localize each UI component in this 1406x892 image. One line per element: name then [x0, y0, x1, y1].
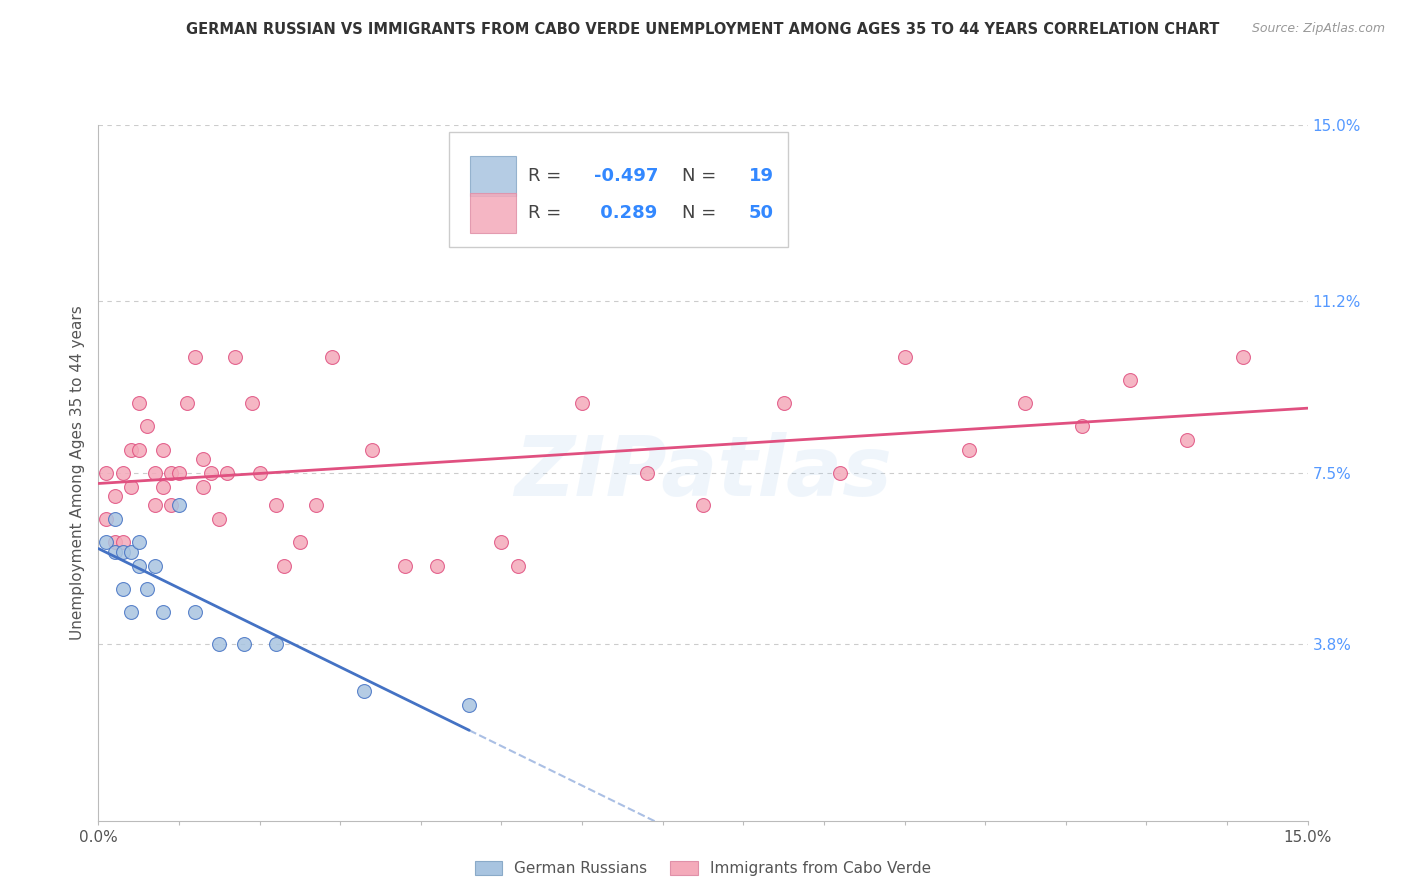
Point [176, 396, 198, 410]
Point [957, 442, 980, 457]
Point [103, 544, 125, 558]
Point [184, 605, 207, 619]
Point [111, 535, 134, 549]
Point [167, 466, 190, 480]
Point [571, 396, 593, 410]
Text: N =: N = [682, 168, 723, 186]
Point [506, 558, 529, 573]
Point [120, 544, 142, 558]
Point [636, 466, 658, 480]
Point [160, 466, 183, 480]
Point [1119, 373, 1142, 387]
Text: 0.289: 0.289 [595, 204, 658, 222]
Point [160, 498, 183, 512]
Point [128, 396, 150, 410]
Point [232, 637, 254, 651]
Point [264, 637, 287, 651]
Legend: German Russians, Immigrants from Cabo Verde: German Russians, Immigrants from Cabo Ve… [468, 855, 938, 882]
Point [143, 498, 166, 512]
Point [128, 558, 150, 573]
Point [208, 512, 231, 526]
Point [249, 466, 271, 480]
Point [120, 442, 142, 457]
Point [143, 558, 166, 573]
Point [120, 605, 142, 619]
Point [128, 442, 150, 457]
Point [208, 637, 231, 651]
Point [361, 442, 384, 457]
Point [321, 350, 343, 364]
Point [1175, 434, 1198, 448]
Point [828, 466, 851, 480]
Text: N =: N = [682, 204, 723, 222]
Point [353, 683, 375, 698]
Text: -0.497: -0.497 [595, 168, 658, 186]
Point [491, 535, 513, 549]
Point [152, 480, 174, 494]
FancyBboxPatch shape [470, 156, 516, 196]
Point [692, 498, 714, 512]
Point [426, 558, 449, 573]
Text: 50: 50 [749, 204, 773, 222]
Point [111, 582, 134, 596]
Point [458, 698, 481, 712]
Point [103, 489, 125, 503]
Point [193, 451, 215, 466]
Point [305, 498, 328, 512]
Text: R =: R = [527, 204, 567, 222]
Text: R =: R = [527, 168, 567, 186]
Point [264, 498, 287, 512]
Y-axis label: Unemployment Among Ages 35 to 44 years: Unemployment Among Ages 35 to 44 years [69, 305, 84, 640]
Point [1232, 350, 1254, 364]
FancyBboxPatch shape [470, 193, 516, 233]
Point [111, 544, 134, 558]
Point [111, 466, 134, 480]
Point [217, 466, 239, 480]
Text: GERMAN RUSSIAN VS IMMIGRANTS FROM CABO VERDE UNEMPLOYMENT AMONG AGES 35 TO 44 YE: GERMAN RUSSIAN VS IMMIGRANTS FROM CABO V… [187, 22, 1219, 37]
Point [96, 535, 118, 549]
Point [893, 350, 915, 364]
Text: Source: ZipAtlas.com: Source: ZipAtlas.com [1251, 22, 1385, 36]
Point [273, 558, 295, 573]
Point [288, 535, 311, 549]
Point [152, 605, 174, 619]
Point [135, 419, 157, 434]
Text: ZIPatlas: ZIPatlas [515, 433, 891, 513]
Point [167, 498, 190, 512]
Point [135, 582, 157, 596]
FancyBboxPatch shape [449, 132, 787, 247]
Point [240, 396, 263, 410]
Point [193, 480, 215, 494]
Point [103, 512, 125, 526]
Point [200, 466, 222, 480]
Text: 19: 19 [749, 168, 773, 186]
Point [128, 535, 150, 549]
Point [96, 466, 118, 480]
Point [1070, 419, 1092, 434]
Point [143, 466, 166, 480]
Point [394, 558, 416, 573]
Point [103, 535, 125, 549]
Point [1014, 396, 1036, 410]
Point [96, 512, 118, 526]
Point [772, 396, 794, 410]
Point [184, 350, 207, 364]
Point [152, 442, 174, 457]
Point [224, 350, 246, 364]
Point [120, 480, 142, 494]
